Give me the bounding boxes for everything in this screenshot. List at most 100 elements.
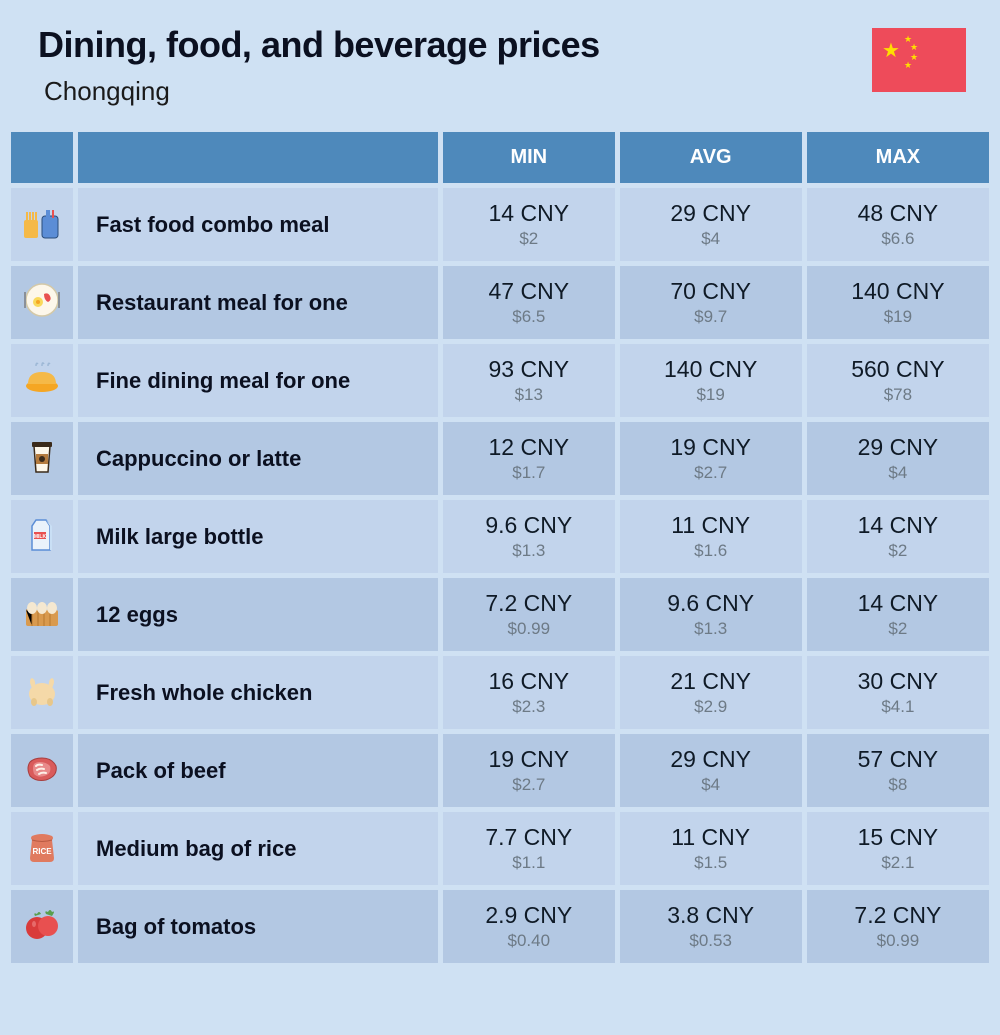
page-subtitle: Chongqing (44, 76, 600, 107)
price-usd: $2 (451, 229, 607, 249)
price-cny: 7.7 CNY (451, 824, 607, 851)
price-min: 19 CNY$2.7 (443, 734, 615, 807)
price-cny: 15 CNY (815, 824, 981, 851)
price-usd: $4.1 (815, 697, 981, 717)
price-avg: 19 CNY$2.7 (620, 422, 802, 495)
price-avg: 11 CNY$1.5 (620, 812, 802, 885)
price-avg: 21 CNY$2.9 (620, 656, 802, 729)
price-usd: $4 (628, 229, 794, 249)
price-cny: 30 CNY (815, 668, 981, 695)
price-cny: 14 CNY (815, 590, 981, 617)
price-usd: $4 (628, 775, 794, 795)
price-cny: 9.6 CNY (628, 590, 794, 617)
rice-icon: RICE (11, 812, 73, 885)
price-avg: 29 CNY$4 (620, 188, 802, 261)
item-name: Fine dining meal for one (78, 344, 438, 417)
price-usd: $0.99 (815, 931, 981, 951)
price-max: 48 CNY$6.6 (807, 188, 989, 261)
coffee-icon (11, 422, 73, 495)
item-name: Fresh whole chicken (78, 656, 438, 729)
price-min: 9.6 CNY$1.3 (443, 500, 615, 573)
price-cny: 2.9 CNY (451, 902, 607, 929)
price-cny: 29 CNY (628, 200, 794, 227)
price-avg: 3.8 CNY$0.53 (620, 890, 802, 963)
header: Dining, food, and beverage prices Chongq… (6, 24, 994, 127)
price-max: 560 CNY$78 (807, 344, 989, 417)
price-usd: $1.1 (451, 853, 607, 873)
price-min: 7.2 CNY$0.99 (443, 578, 615, 651)
price-min: 7.7 CNY$1.1 (443, 812, 615, 885)
svg-text:MILK: MILK (34, 534, 47, 540)
table-row: Fast food combo meal14 CNY$229 CNY$448 C… (11, 188, 989, 261)
item-name: Cappuccino or latte (78, 422, 438, 495)
price-cny: 21 CNY (628, 668, 794, 695)
table-row: Fine dining meal for one93 CNY$13 140 CNY… (11, 344, 989, 417)
price-min: 12 CNY$1.7 (443, 422, 615, 495)
svg-text:RICE: RICE (32, 847, 52, 856)
price-cny: 140 CNY (815, 278, 981, 305)
price-usd: $1.6 (628, 541, 794, 561)
item-name: Fast food combo meal (78, 188, 438, 261)
price-max: 140 CNY$19 (807, 266, 989, 339)
fine-dining-icon (11, 344, 73, 417)
price-cny: 29 CNY (815, 434, 981, 461)
price-min: 16 CNY$2.3 (443, 656, 615, 729)
milk-icon: MILK (11, 500, 73, 573)
page-title: Dining, food, and beverage prices (38, 24, 600, 66)
china-flag-icon: ★ ★ ★ ★ ★ (872, 28, 966, 92)
price-avg: 11 CNY$1.6 (620, 500, 802, 573)
price-usd: $2.7 (628, 463, 794, 483)
price-usd: $1.7 (451, 463, 607, 483)
table-row: Restaurant meal for one47 CNY$6.570 CNY$… (11, 266, 989, 339)
price-usd: $9.7 (628, 307, 794, 327)
price-min: 2.9 CNY$0.40 (443, 890, 615, 963)
table-row: Pack of beef19 CNY$2.729 CNY$457 CNY$8 (11, 734, 989, 807)
item-name: Restaurant meal for one (78, 266, 438, 339)
table-row: MILKMilk large bottle9.6 CNY$1.311 CNY$1… (11, 500, 989, 573)
price-usd: $6.6 (815, 229, 981, 249)
price-usd: $19 (815, 307, 981, 327)
price-usd: $0.40 (451, 931, 607, 951)
price-cny: 9.6 CNY (451, 512, 607, 539)
price-usd: $19 (628, 385, 794, 405)
price-usd: $1.5 (628, 853, 794, 873)
flag-star-icon: ★ (904, 60, 912, 71)
table-header: MIN AVG MAX (11, 132, 989, 183)
price-usd: $1.3 (628, 619, 794, 639)
price-cny: 3.8 CNY (628, 902, 794, 929)
item-name: Bag of tomatos (78, 890, 438, 963)
price-max: 57 CNY$8 (807, 734, 989, 807)
beef-icon (11, 734, 73, 807)
table-row: Bag of tomatos2.9 CNY$0.403.8 CNY$0.537.… (11, 890, 989, 963)
price-max: 30 CNY$4.1 (807, 656, 989, 729)
price-usd: $4 (815, 463, 981, 483)
price-usd: $2.3 (451, 697, 607, 717)
col-avg: AVG (620, 132, 802, 183)
chicken-icon (11, 656, 73, 729)
price-cny: 14 CNY (451, 200, 607, 227)
price-cny: 7.2 CNY (815, 902, 981, 929)
table-row: 12 eggs7.2 CNY$0.999.6 CNY$1.314 CNY$2 (11, 578, 989, 651)
price-cny: 16 CNY (451, 668, 607, 695)
table-row: Cappuccino or latte12 CNY$1.719 CNY$2.7 2… (11, 422, 989, 495)
price-max: 14 CNY$2 (807, 578, 989, 651)
item-name: Pack of beef (78, 734, 438, 807)
item-name: Milk large bottle (78, 500, 438, 573)
flag-star-icon: ★ (882, 38, 900, 63)
price-min: 93 CNY$13 (443, 344, 615, 417)
price-min: 47 CNY$6.5 (443, 266, 615, 339)
price-max: 7.2 CNY$0.99 (807, 890, 989, 963)
price-cny: 560 CNY (815, 356, 981, 383)
price-cny: 140 CNY (628, 356, 794, 383)
price-usd: $2 (815, 541, 981, 561)
col-max: MAX (807, 132, 989, 183)
price-usd: $1.3 (451, 541, 607, 561)
page-container: Dining, food, and beverage prices Chongq… (0, 0, 1000, 968)
col-min: MIN (443, 132, 615, 183)
price-avg: 29 CNY$4 (620, 734, 802, 807)
price-table: MIN AVG MAX Fast food combo meal14 CNY$2… (6, 127, 994, 968)
price-cny: 7.2 CNY (451, 590, 607, 617)
price-cny: 11 CNY (628, 512, 794, 539)
price-max: 14 CNY$2 (807, 500, 989, 573)
header-text: Dining, food, and beverage prices Chongq… (38, 24, 600, 107)
